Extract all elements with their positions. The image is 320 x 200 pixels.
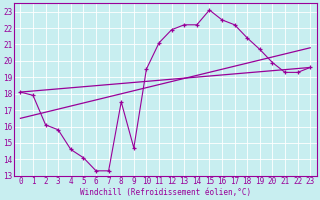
X-axis label: Windchill (Refroidissement éolien,°C): Windchill (Refroidissement éolien,°C) (80, 188, 251, 197)
